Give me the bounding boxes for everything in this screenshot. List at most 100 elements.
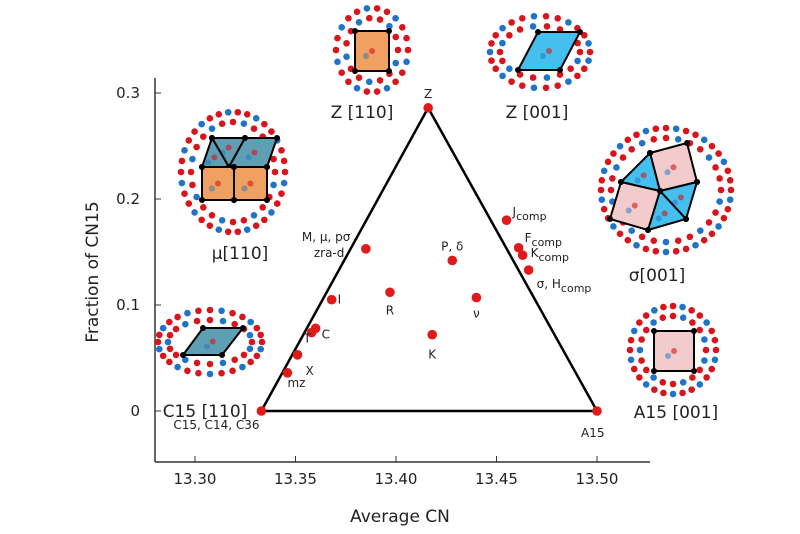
atom (636, 374, 643, 381)
atom (643, 326, 650, 334)
atom (247, 318, 254, 326)
data-point (513, 242, 524, 253)
atom (616, 230, 624, 238)
atom (234, 228, 242, 236)
data-point-label: σ, Hcomp (537, 277, 592, 295)
vertex (515, 67, 521, 73)
atom (172, 351, 180, 359)
atom (251, 149, 258, 156)
atom (338, 23, 346, 31)
data-point (501, 215, 512, 225)
atom (215, 180, 221, 187)
atom (600, 205, 608, 213)
atom (253, 352, 261, 360)
atom (643, 366, 650, 374)
atom (708, 365, 716, 373)
mu110-structure-inset (177, 108, 289, 236)
atom (672, 247, 680, 255)
atom (529, 23, 537, 30)
data-point (326, 294, 337, 305)
atom (540, 53, 546, 59)
atom (669, 390, 677, 398)
atom (652, 125, 660, 133)
atom (631, 202, 638, 209)
atom (181, 147, 188, 154)
vertex (231, 197, 237, 203)
atom (716, 198, 723, 205)
atom (198, 120, 205, 128)
atom (345, 14, 352, 22)
atom (696, 312, 704, 319)
atom (556, 71, 564, 78)
atom (613, 164, 620, 171)
data-point-label: R (386, 303, 394, 317)
atom (252, 114, 260, 122)
atom (195, 307, 202, 315)
atom (182, 320, 189, 328)
atom (181, 190, 188, 197)
atom (686, 233, 694, 241)
atom (164, 338, 172, 346)
atom (394, 46, 402, 54)
atom (508, 78, 515, 85)
atom (585, 40, 592, 47)
vertex (386, 68, 392, 74)
atom (345, 78, 352, 86)
atom (518, 82, 526, 89)
atom (239, 313, 246, 321)
atom (640, 172, 647, 179)
atom (679, 303, 686, 311)
atom (616, 142, 624, 150)
atom (696, 381, 704, 388)
atom (633, 241, 640, 249)
vertex (199, 197, 205, 203)
phase-triangle (259, 105, 600, 413)
data-point-label: Kcomp (531, 246, 569, 264)
atom (241, 185, 248, 192)
data-point-label: T (303, 332, 312, 346)
atom (530, 12, 538, 20)
vertex (264, 164, 270, 170)
data-point (592, 406, 602, 416)
atom (726, 177, 734, 184)
atom (499, 57, 506, 65)
atom (268, 128, 275, 135)
atom (609, 175, 616, 182)
atom (193, 359, 201, 367)
atom (257, 331, 264, 339)
atom (365, 78, 373, 86)
data-point (292, 350, 303, 360)
atom (659, 314, 667, 321)
atom (715, 223, 722, 230)
atom (529, 74, 537, 81)
vertex (691, 328, 697, 334)
atom (674, 237, 682, 244)
inset-label-z110: Z [110] (331, 103, 394, 123)
atom (177, 168, 185, 176)
atom (678, 194, 684, 201)
atom (259, 204, 266, 211)
atom (630, 327, 638, 335)
atom (258, 338, 266, 346)
atom (184, 309, 191, 317)
vertex (231, 164, 237, 170)
data-point-label: X (306, 364, 314, 378)
inset-label-sigma001: σ[001] (629, 266, 686, 286)
vertex (694, 179, 700, 185)
atom (383, 84, 391, 92)
sigma001-structure-inset (597, 124, 735, 256)
atom (280, 157, 288, 165)
atom (720, 214, 728, 222)
atom (662, 248, 670, 256)
data-point (385, 287, 395, 298)
atom (247, 180, 254, 187)
atom (166, 358, 173, 366)
atom (636, 346, 644, 354)
atom (565, 19, 572, 26)
y-tick-label: 0.2 (116, 190, 140, 208)
atom (206, 360, 214, 368)
atom (185, 137, 193, 144)
atom (682, 127, 690, 135)
atom (580, 31, 588, 39)
atom (671, 348, 677, 354)
